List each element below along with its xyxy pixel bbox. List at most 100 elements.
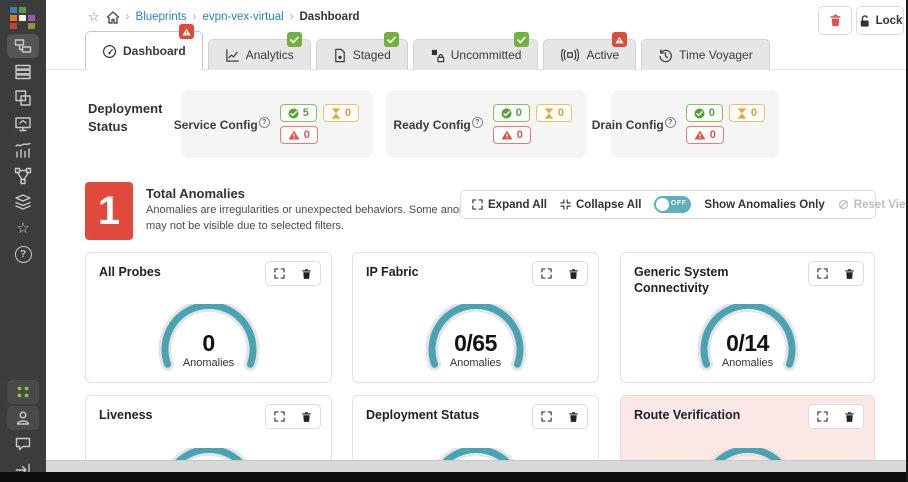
card-title: All Probes — [99, 265, 161, 279]
star-icon: ☆ — [16, 219, 30, 237]
tab-success-badge — [286, 32, 302, 47]
breadcrumb-separator — [290, 11, 294, 23]
sidebar-item-devices[interactable] — [7, 60, 39, 84]
gauge-unit: Anomalies — [182, 357, 235, 369]
trash-icon — [302, 411, 311, 422]
trash-icon — [845, 268, 854, 279]
collapse-all-button[interactable]: Collapse All — [560, 199, 641, 211]
tab-analytics[interactable]: Analytics — [207, 32, 311, 70]
card-title: Generic System Connectivity — [634, 265, 729, 296]
horizontal-scrollbar[interactable] — [46, 460, 906, 473]
show-anomalies-toggle[interactable]: OFF — [654, 196, 692, 213]
breadcrumb-blueprint-name[interactable]: evpn-vex-virtual — [202, 11, 284, 23]
check-circle-icon — [288, 108, 299, 118]
tab-active[interactable]: Active — [543, 32, 637, 70]
sidebar-item-help[interactable]: ? — [7, 242, 39, 266]
warning-triangle-icon — [501, 130, 513, 140]
trash-icon — [569, 268, 578, 279]
unlock-icon — [860, 14, 869, 27]
sidebar-item-design[interactable] — [7, 86, 39, 110]
help-icon[interactable] — [471, 116, 483, 128]
gauge-arc — [697, 304, 798, 371]
tab-time-voyager[interactable]: Time Voyager — [641, 39, 770, 70]
gauge-icon — [102, 44, 117, 58]
breadcrumb-blueprints[interactable]: Blueprints — [135, 11, 187, 23]
check-circle-icon — [501, 108, 512, 118]
config-badges: 5 0 0 — [279, 104, 359, 144]
analytics-icon — [15, 142, 31, 158]
succeeded-badge: 0 — [685, 104, 723, 122]
show-anomalies-label: Show Anomalies Only — [704, 198, 825, 211]
delete-card-button[interactable] — [560, 262, 587, 285]
expand-card-button[interactable] — [533, 405, 560, 428]
delete-card-button[interactable] — [293, 405, 320, 428]
breadcrumb-separator — [126, 11, 130, 23]
favorite-star-icon[interactable]: ☆ — [88, 9, 100, 24]
breadcrumb: ☆ Blueprints evpn-vex-virtual Dashboard — [88, 9, 360, 25]
external-systems-icon — [14, 167, 32, 185]
expand-icon — [541, 268, 552, 279]
delete-blueprint-button[interactable] — [818, 6, 852, 35]
delete-card-button[interactable] — [836, 262, 863, 285]
sidebar-item-user[interactable] — [7, 406, 39, 430]
sidebar-item-support[interactable] — [7, 432, 39, 456]
sidebar-item-favorites[interactable]: ☆ — [7, 216, 39, 240]
lock-button[interactable]: Lock — [856, 6, 904, 35]
pending-badge: 0 — [322, 104, 359, 122]
hourglass-icon — [331, 107, 340, 119]
tab-label: Time Voyager — [679, 48, 753, 62]
pending-badge: 0 — [535, 104, 572, 122]
reset-view-button[interactable]: Reset View — [838, 199, 906, 211]
expand-card-button[interactable] — [266, 405, 293, 428]
warning-triangle-icon — [288, 130, 300, 140]
hourglass-icon — [544, 107, 553, 119]
tab-label: Staged — [352, 48, 391, 62]
reset-view-icon — [838, 199, 848, 210]
design-icon — [15, 90, 31, 106]
sidebar-item-platform[interactable] — [7, 190, 39, 214]
sidebar-item-analytics[interactable] — [7, 138, 39, 162]
tabstrip: Dashboard Analytics Staged — [85, 24, 775, 70]
uncommitted-icon — [431, 49, 444, 62]
gauge-unit: Anomalies — [721, 357, 774, 369]
total-anomalies-count: 1 — [85, 182, 133, 240]
delete-card-button[interactable] — [293, 262, 320, 285]
expand-card-button[interactable] — [809, 405, 836, 428]
breadcrumb-current: Dashboard — [299, 11, 360, 23]
anomaly-gauge: 0/65 Anomalies — [418, 304, 534, 376]
tab-dashboard[interactable]: Dashboard — [85, 24, 203, 70]
gauge-arc — [159, 448, 258, 482]
card-title: IP Fabric — [366, 265, 419, 279]
help-icon[interactable] — [258, 116, 270, 128]
expand-all-button[interactable]: Expand All — [472, 199, 547, 211]
expand-icon — [274, 411, 285, 422]
sidebar-item-apps[interactable] — [7, 380, 39, 404]
expand-card-button[interactable] — [533, 262, 560, 285]
check-circle-icon — [694, 108, 705, 118]
sidebar-item-blueprints[interactable] — [7, 34, 39, 58]
apstra-logo — [10, 7, 35, 29]
warning-triangle-icon — [694, 130, 706, 140]
total-anomalies-title: Total Anomalies — [146, 186, 245, 201]
sidebar: ☆ ? — [0, 0, 46, 482]
card-actions — [532, 261, 588, 286]
delete-card-button[interactable] — [560, 405, 587, 428]
drain-config-card: Drain Config 0 0 0 — [592, 90, 779, 158]
card-actions — [808, 404, 864, 429]
card-title: Liveness — [99, 408, 153, 422]
tab-uncommitted[interactable]: Uncommitted — [412, 32, 539, 70]
sidebar-item-resources[interactable] — [7, 112, 39, 136]
sidebar-item-external-systems[interactable] — [7, 164, 39, 188]
expand-card-button[interactable] — [809, 262, 836, 285]
tab-label: Dashboard — [123, 44, 186, 58]
tab-staged[interactable]: Staged — [315, 32, 408, 70]
tab-success-badge — [383, 32, 399, 47]
expand-card-button[interactable] — [266, 262, 293, 285]
help-icon[interactable] — [664, 116, 676, 128]
home-icon[interactable] — [106, 10, 120, 24]
delete-card-button[interactable] — [836, 405, 863, 428]
tab-label: Analytics — [245, 48, 294, 62]
card-actions — [532, 404, 588, 429]
devices-icon — [15, 64, 31, 80]
